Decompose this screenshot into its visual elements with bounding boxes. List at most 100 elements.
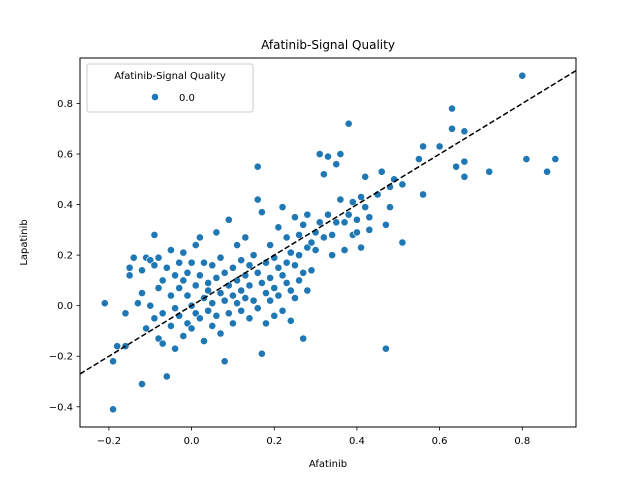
data-point xyxy=(187,258,196,267)
y-tick-label: 0.2 xyxy=(57,251,73,262)
data-point xyxy=(191,241,200,249)
data-point xyxy=(270,311,279,320)
x-tick-label: 0.8 xyxy=(514,436,530,447)
x-axis-ticks: −0.2 0.0 0.2 0.4 0.6 0.8 xyxy=(97,427,530,447)
data-point xyxy=(183,319,192,328)
data-point xyxy=(171,271,179,280)
data-point xyxy=(381,344,390,353)
data-point xyxy=(398,180,407,189)
data-point xyxy=(216,329,225,338)
data-point xyxy=(262,319,270,328)
data-point xyxy=(138,289,146,297)
data-point xyxy=(282,258,291,267)
data-point xyxy=(270,284,279,292)
data-point xyxy=(167,321,175,330)
data-point xyxy=(204,279,213,287)
data-point xyxy=(398,238,407,247)
y-tick-label: −0.4 xyxy=(49,402,73,413)
y-tick-label: 0.8 xyxy=(57,99,73,110)
data-point xyxy=(224,309,233,318)
data-point xyxy=(249,251,258,260)
data-point xyxy=(150,261,159,270)
data-point xyxy=(229,319,237,328)
data-point xyxy=(315,150,324,158)
data-point xyxy=(212,228,221,237)
data-point xyxy=(224,215,233,224)
data-point xyxy=(278,203,287,212)
data-point xyxy=(282,233,291,242)
data-point xyxy=(249,296,258,305)
data-point xyxy=(344,210,353,219)
data-point xyxy=(237,286,246,295)
data-point xyxy=(100,299,109,308)
data-point xyxy=(319,233,328,242)
data-point xyxy=(216,289,225,297)
data-point xyxy=(233,299,241,308)
data-point xyxy=(241,294,250,302)
data-point xyxy=(452,162,461,171)
data-point xyxy=(167,291,175,300)
data-point xyxy=(142,324,151,333)
axes-frame xyxy=(79,57,577,428)
data-point xyxy=(229,291,237,300)
data-point xyxy=(357,193,365,201)
data-point xyxy=(344,119,353,128)
x-tick-label: 0.2 xyxy=(266,436,282,447)
y-axis-label: Lapatinib xyxy=(19,219,30,265)
data-point xyxy=(125,263,134,272)
data-point xyxy=(138,380,146,388)
data-point xyxy=(167,246,175,254)
data-point xyxy=(158,309,167,318)
data-point xyxy=(543,167,551,176)
data-point xyxy=(146,301,155,310)
data-point xyxy=(109,357,117,366)
y-tick-label: 0.4 xyxy=(57,200,73,211)
data-point xyxy=(332,218,341,227)
x-tick-label: −0.2 xyxy=(97,436,121,447)
y-tick-label: 0.0 xyxy=(57,301,73,312)
data-point xyxy=(448,104,456,113)
data-point xyxy=(419,190,427,199)
data-point xyxy=(353,215,361,224)
data-point xyxy=(303,286,312,295)
reference-line xyxy=(80,69,576,375)
data-point xyxy=(183,291,192,300)
data-point xyxy=(377,167,386,176)
data-point xyxy=(158,339,167,348)
data-point xyxy=(162,372,171,381)
x-tick-label: 0.4 xyxy=(349,436,365,447)
data-point xyxy=(299,220,308,229)
data-point xyxy=(257,208,266,217)
data-point xyxy=(204,286,213,295)
data-point xyxy=(266,241,275,249)
legend: Afatinib-Signal Quality 0.0 xyxy=(86,63,254,113)
data-point xyxy=(171,304,179,313)
data-point xyxy=(448,124,456,133)
data-point xyxy=(266,296,275,305)
data-point xyxy=(274,223,283,232)
data-point xyxy=(224,281,233,290)
data-point xyxy=(191,309,200,318)
data-point xyxy=(303,243,312,252)
data-point xyxy=(138,266,146,275)
data-point xyxy=(386,203,394,212)
data-point xyxy=(216,253,225,262)
data-point xyxy=(278,271,287,280)
data-point xyxy=(245,314,254,323)
data-point xyxy=(274,263,283,272)
data-point xyxy=(336,150,345,158)
data-point xyxy=(291,213,299,222)
data-point xyxy=(253,162,262,171)
data-point xyxy=(179,332,188,340)
data-point xyxy=(158,276,167,285)
data-point xyxy=(220,296,229,305)
data-point xyxy=(348,198,357,206)
data-point xyxy=(485,167,494,176)
data-point xyxy=(291,261,299,270)
data-point xyxy=(324,152,332,161)
data-point xyxy=(154,334,163,343)
data-point xyxy=(340,218,349,227)
y-tick-label: −0.2 xyxy=(49,352,73,363)
data-point xyxy=(518,71,527,80)
data-point xyxy=(353,228,361,237)
